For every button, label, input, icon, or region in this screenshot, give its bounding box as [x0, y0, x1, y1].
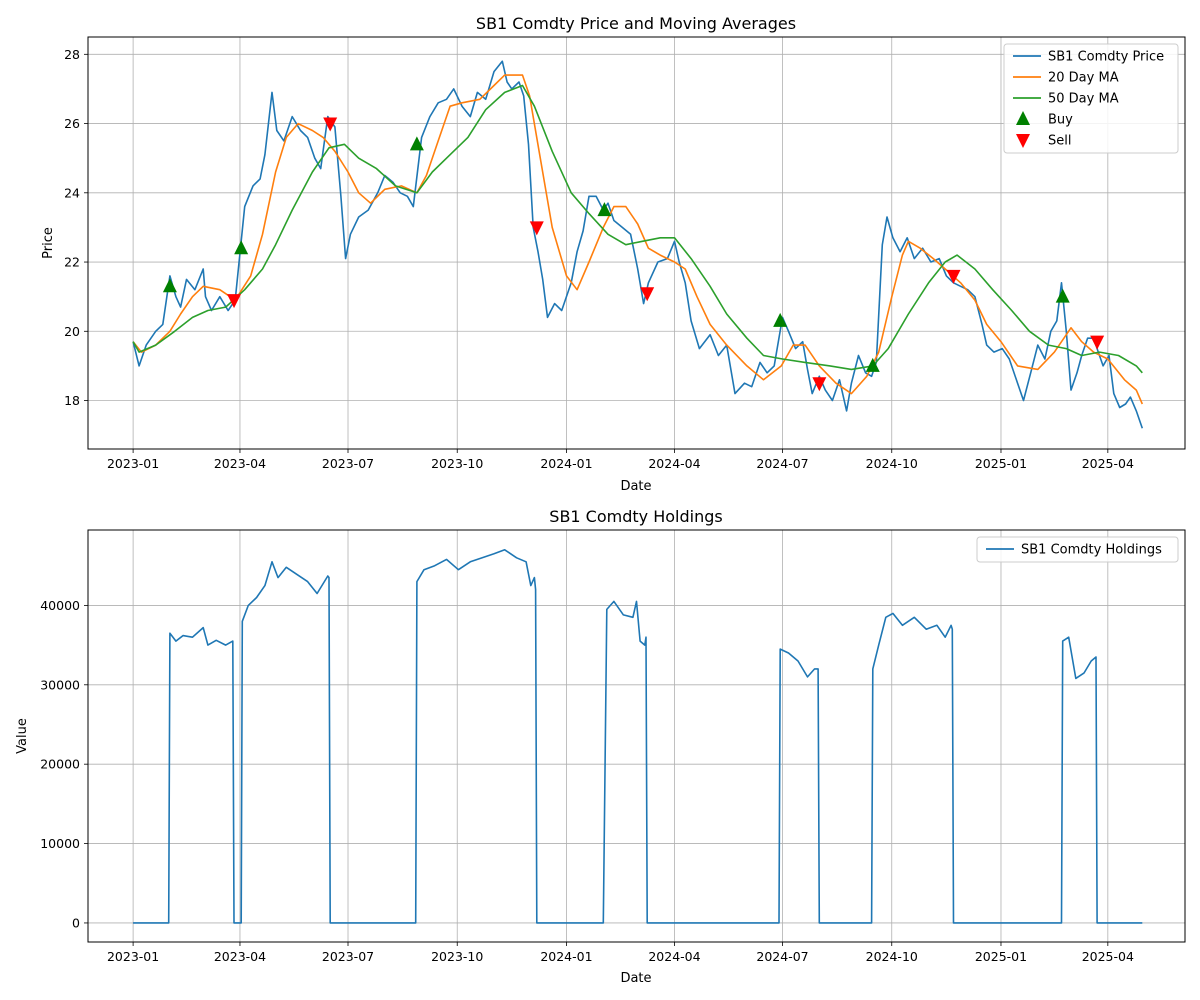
legend-label-sell: Sell: [1048, 134, 1071, 149]
legend-label-20-day-ma: 20 Day MA: [1048, 71, 1119, 86]
price-series-group: [132, 60, 1144, 429]
price-x-tick-label: 2024-04: [648, 456, 700, 471]
holdings-chart-title: SB1 Comdty Holdings: [549, 507, 722, 526]
sell-marker: [946, 269, 961, 284]
holdings-series-group: [133, 548, 1143, 924]
price-y-tick-label: 28: [64, 47, 80, 62]
legend-item-sb1-comdty-price: SB1 Comdty Price: [1013, 50, 1164, 65]
holdings-y-tick-label: 20000: [40, 757, 80, 772]
sell-marker: [227, 294, 242, 309]
price-x-tick-label: 2025-01: [975, 456, 1027, 471]
legend-label-buy: Buy: [1048, 113, 1073, 128]
legend-item-buy: Buy: [1016, 111, 1073, 128]
legend-label-sb1-comdty-holdings: SB1 Comdty Holdings: [1021, 543, 1162, 558]
holdings-x-tick-label: 2023-07: [322, 949, 374, 964]
legend-label-sb1-comdty-price: SB1 Comdty Price: [1048, 50, 1164, 65]
price-legend: SB1 Comdty Price 20 Day MA 50 Day MA Buy Sel…: [1003, 43, 1179, 154]
price-chart: SB1 Comdty Price and Moving Averages Dat…: [41, 14, 1186, 494]
holdings-x-tick-label: 2023-04: [214, 949, 266, 964]
buy-marker: [234, 240, 249, 255]
legend-item-50-day-ma: 50 Day MA: [1013, 92, 1119, 107]
legend-item-sell: Sell: [1016, 134, 1071, 149]
holdings-y-tick-label: 10000: [40, 836, 80, 851]
buy-marker: [597, 202, 612, 217]
holdings-y-tick-label: 40000: [40, 598, 80, 613]
buy-marker: [773, 312, 788, 327]
holdings-x-tick-label: 2024-07: [756, 949, 808, 964]
price-y-tick-label: 18: [64, 393, 80, 408]
legend-item-20-day-ma: 20 Day MA: [1013, 71, 1119, 86]
holdings-chart-xlabel: Date: [620, 971, 651, 986]
sell-marker: [640, 287, 655, 302]
price-x-tick-label: 2023-04: [214, 456, 266, 471]
holdings-x-tick-label: 2024-10: [866, 949, 918, 964]
holdings-legend-box: [976, 536, 1179, 563]
holdings-chart: SB1 Comdty Holdings Date Value 2023-01 20…: [15, 507, 1186, 986]
legend-swatch-buy: [1016, 111, 1030, 125]
20-day-ma-line: [132, 74, 1144, 405]
holdings-y-tick-label: 30000: [40, 677, 80, 692]
buy-marker: [162, 278, 177, 293]
sb1-comdty-holdings-line: [133, 548, 1143, 924]
price-chart-title: SB1 Comdty Price and Moving Averages: [476, 14, 796, 33]
holdings-x-tick-label: 2024-01: [540, 949, 592, 964]
price-chart-xlabel: Date: [620, 479, 651, 494]
holdings-x-tick-label: 2024-04: [648, 949, 700, 964]
price-chart-frame: [87, 36, 1186, 450]
price-legend-box: [1003, 43, 1179, 154]
holdings-x-tick-label: 2025-04: [1082, 949, 1134, 964]
price-x-tick-label: 2024-07: [756, 456, 808, 471]
price-x-tick-label: 2023-10: [431, 456, 483, 471]
sell-marker: [812, 377, 827, 392]
legend-label-50-day-ma: 50 Day MA: [1048, 92, 1119, 107]
sell-marker: [529, 221, 544, 236]
holdings-y-tick-label: 0: [72, 915, 80, 930]
holdings-x-tick-label: 2025-01: [975, 949, 1027, 964]
price-y-tick-label: 22: [64, 255, 80, 270]
price-x-tick-label: 2025-04: [1082, 456, 1134, 471]
price-x-tick-label: 2024-01: [540, 456, 592, 471]
price-chart-ylabel: Price: [41, 227, 56, 259]
sell-marker: [1090, 335, 1105, 350]
legend-swatch-sell: [1016, 134, 1030, 148]
price-x-tick-label: 2024-10: [866, 456, 918, 471]
holdings-x-tick-label: 2023-10: [431, 949, 483, 964]
50-day-ma-line: [132, 84, 1143, 374]
price-y-tick-label: 20: [64, 324, 80, 339]
sell-marker: [323, 117, 338, 132]
price-x-tick-label: 2023-01: [107, 456, 159, 471]
holdings-chart-frame: [87, 529, 1186, 943]
buy-marker: [865, 357, 880, 372]
price-x-tick-label: 2023-07: [322, 456, 374, 471]
legend-item-sb1-comdty-holdings: SB1 Comdty Holdings: [986, 543, 1162, 558]
buy-marker: [1055, 288, 1070, 303]
holdings-x-tick-label: 2023-01: [107, 949, 159, 964]
price-y-tick-label: 26: [64, 116, 80, 131]
holdings-chart-ylabel: Value: [15, 718, 30, 754]
buy-marker: [409, 136, 424, 151]
holdings-grid: [88, 530, 1185, 942]
holdings-legend: SB1 Comdty Holdings: [976, 536, 1179, 563]
price-y-tick-label: 24: [64, 185, 80, 200]
